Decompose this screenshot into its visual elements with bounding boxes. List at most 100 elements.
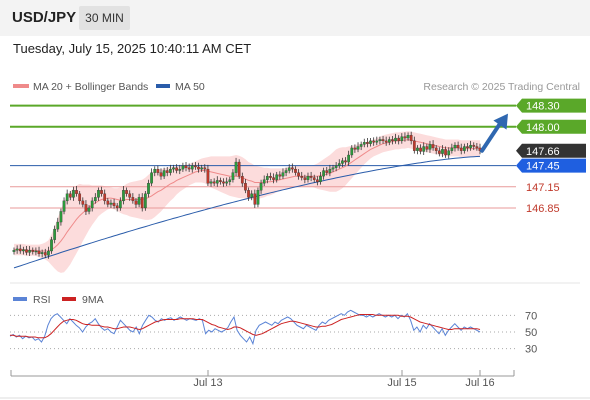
candle xyxy=(359,141,363,151)
candle-body xyxy=(265,176,269,180)
price-tag-147.66 xyxy=(516,143,586,158)
candle-body xyxy=(419,147,422,152)
candle-body xyxy=(397,137,401,142)
candle-body xyxy=(428,144,432,150)
candle-body xyxy=(366,142,369,144)
candle-body xyxy=(331,167,335,170)
candle-body xyxy=(466,146,469,149)
ma20-legend-swatch xyxy=(13,84,29,88)
candle-body xyxy=(165,170,169,173)
candle xyxy=(37,246,41,257)
candle xyxy=(284,167,288,177)
candle xyxy=(472,142,476,151)
candle xyxy=(375,136,379,146)
candle xyxy=(187,163,191,172)
candle-body xyxy=(359,144,363,147)
candle-body xyxy=(112,202,116,206)
candle xyxy=(225,177,229,187)
candle xyxy=(456,141,460,151)
candle-body xyxy=(106,200,110,205)
x-tick-label: Jul 16 xyxy=(465,377,494,389)
candle xyxy=(466,143,469,152)
price-level-labels: 148.30 148.00 147.66 147.45 147.15 146.85 xyxy=(516,98,586,215)
candle xyxy=(206,164,210,187)
price-label-147.15: 147.15 xyxy=(526,182,560,194)
candle-body xyxy=(194,165,197,168)
candle-body xyxy=(256,190,260,205)
candle-body xyxy=(275,174,279,180)
candle xyxy=(43,248,47,259)
candle-body xyxy=(312,177,316,180)
candle xyxy=(475,143,479,151)
candle-body xyxy=(422,146,426,152)
candle-body xyxy=(125,190,128,194)
candle-body xyxy=(18,248,22,252)
candle xyxy=(384,136,388,146)
candle-body xyxy=(228,179,232,182)
candle-body xyxy=(87,207,91,212)
candle xyxy=(434,145,438,155)
price-label-147.66: 147.66 xyxy=(526,146,560,158)
candle xyxy=(53,225,57,244)
candle xyxy=(428,140,432,153)
candle xyxy=(90,197,94,212)
candle-body xyxy=(140,197,144,209)
candle-body xyxy=(306,176,310,180)
candle xyxy=(240,172,244,187)
candle xyxy=(347,150,350,166)
rsi-panel: 70 50 30 xyxy=(9,309,537,356)
candle-body xyxy=(447,150,451,156)
candle xyxy=(28,246,31,256)
candle-body xyxy=(68,193,72,198)
candle xyxy=(303,174,307,184)
candle xyxy=(84,200,88,215)
candle-body xyxy=(215,180,219,184)
candle xyxy=(391,135,394,145)
candle xyxy=(341,157,344,167)
candles xyxy=(12,131,482,259)
candle-body xyxy=(344,160,347,163)
candle-body xyxy=(456,144,460,149)
candle xyxy=(309,171,313,182)
candle xyxy=(287,164,291,174)
candle-body xyxy=(391,139,394,142)
rsi-legend-label: RSI xyxy=(33,294,51,306)
candle-body xyxy=(431,144,435,149)
candle-body xyxy=(59,211,63,223)
candle xyxy=(272,173,275,184)
candle xyxy=(269,172,272,181)
candle-body xyxy=(181,165,185,170)
candle xyxy=(59,208,63,226)
candle xyxy=(247,187,250,201)
candle-body xyxy=(144,193,147,209)
candle-body xyxy=(259,183,263,191)
candle xyxy=(106,198,110,208)
candle-body xyxy=(137,197,141,205)
x-axis-ticks: Jul 13 Jul 15 Jul 16 xyxy=(193,370,495,389)
candle-body xyxy=(381,139,385,142)
candle-body xyxy=(290,167,294,170)
candle xyxy=(156,165,160,176)
candle-body xyxy=(434,147,438,151)
candle xyxy=(100,186,103,197)
candle-body xyxy=(287,167,291,171)
candle xyxy=(334,162,338,172)
candle-body xyxy=(281,172,285,177)
candle-body xyxy=(34,250,38,253)
candle-body xyxy=(459,147,463,151)
ma20-legend-label: MA 20 + Bollinger Bands xyxy=(33,81,148,93)
candle xyxy=(25,246,28,256)
candle-body xyxy=(153,168,157,173)
candle xyxy=(215,176,219,187)
candle-body xyxy=(203,167,207,170)
candle xyxy=(290,163,294,173)
candle xyxy=(219,177,222,185)
timeframe-button[interactable]: 30 MIN xyxy=(79,6,130,30)
candle xyxy=(181,162,185,172)
candle xyxy=(40,249,44,258)
candle-body xyxy=(134,200,138,205)
candle-body xyxy=(387,139,391,143)
candle-body xyxy=(147,183,150,194)
candle xyxy=(144,191,147,211)
